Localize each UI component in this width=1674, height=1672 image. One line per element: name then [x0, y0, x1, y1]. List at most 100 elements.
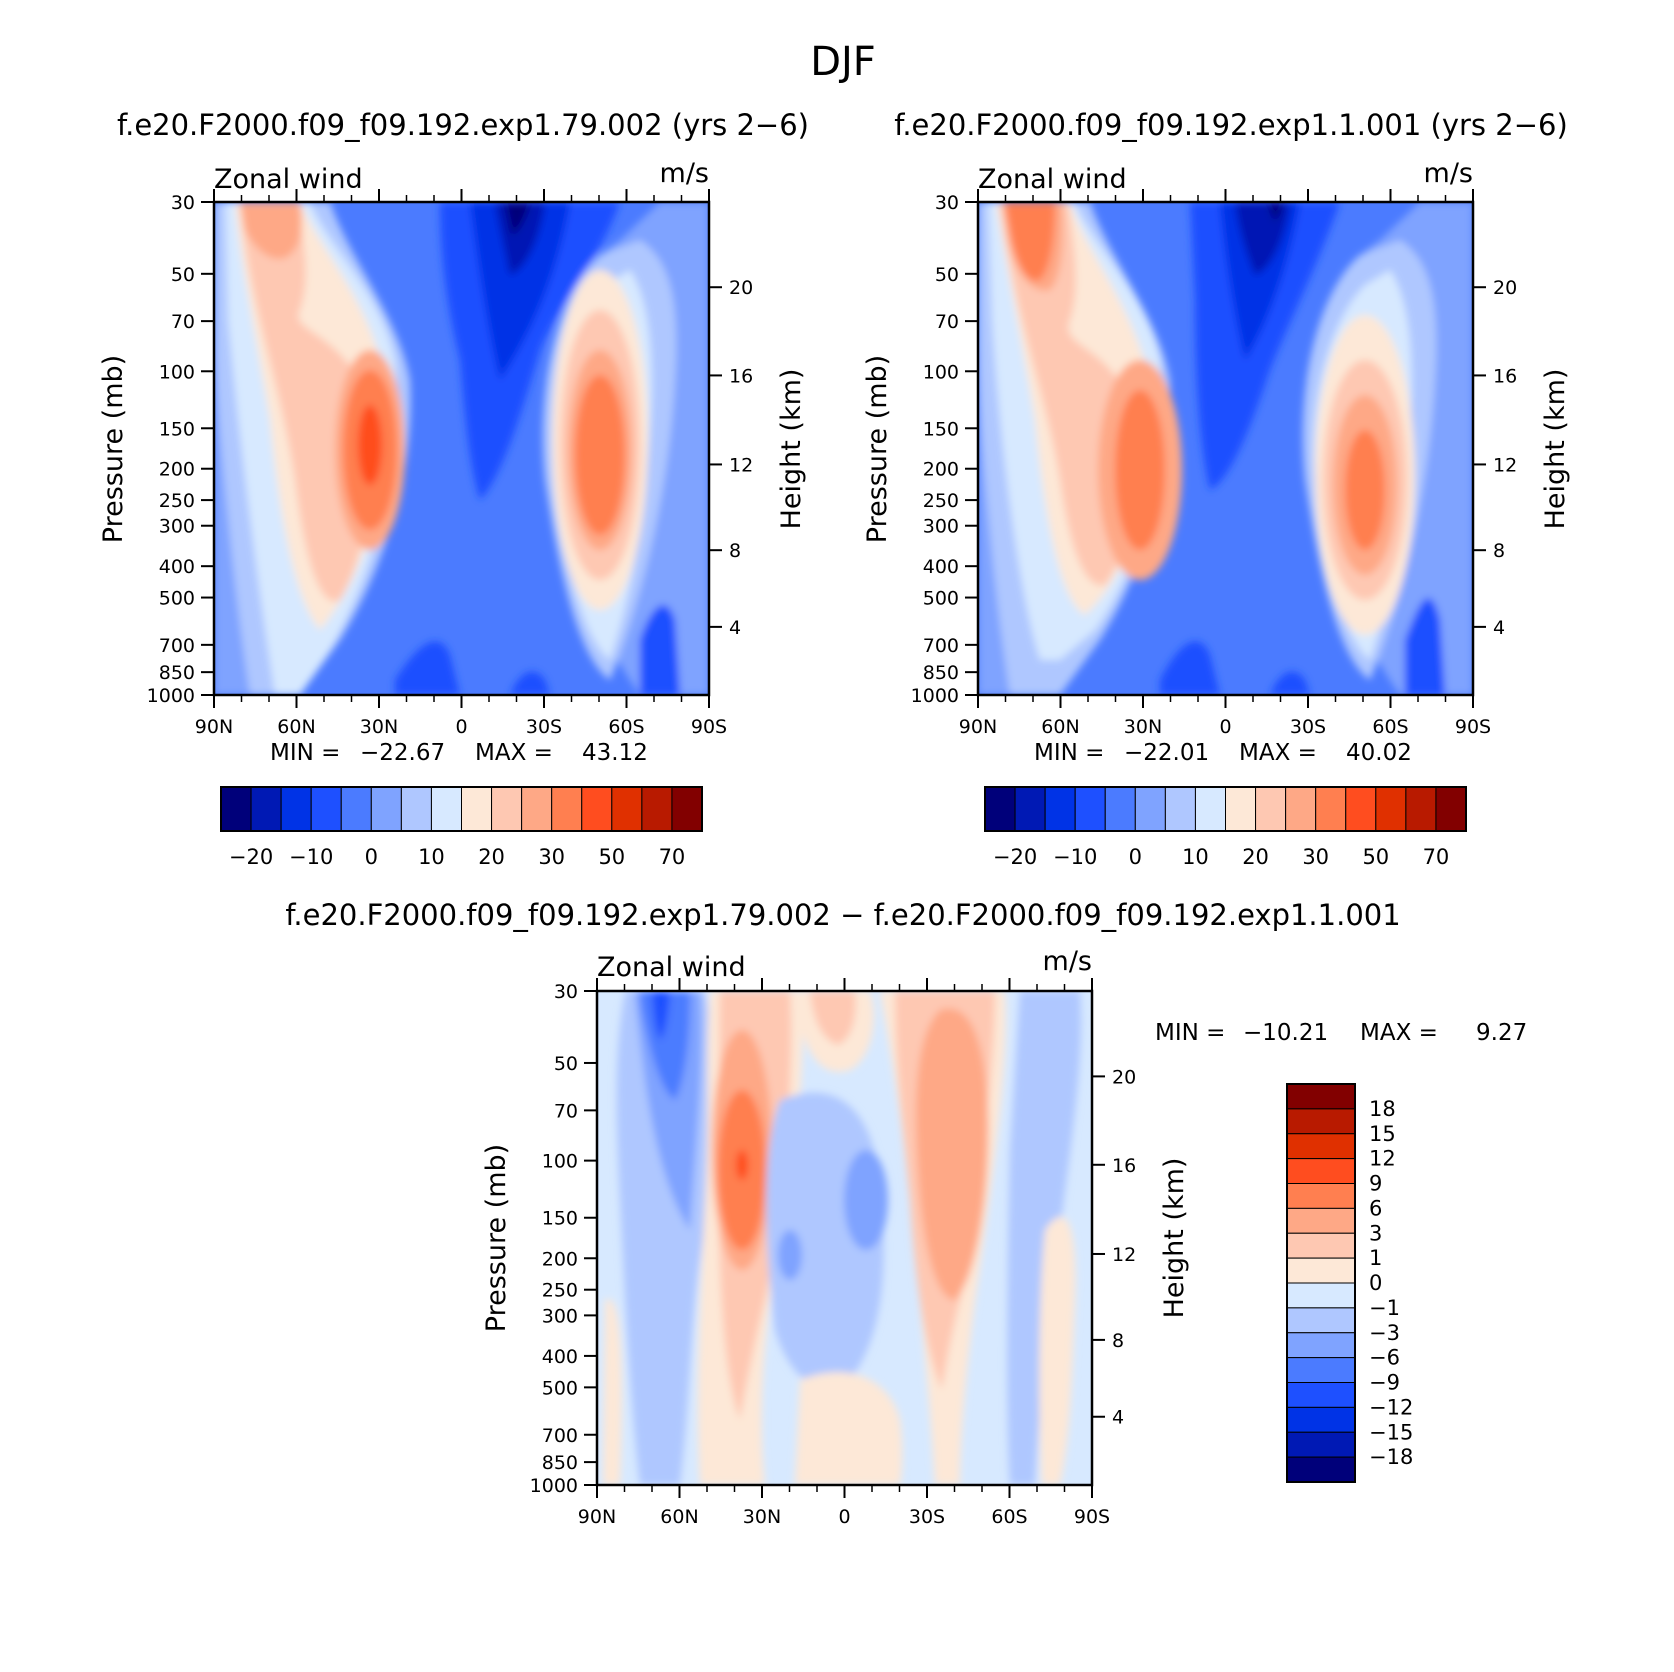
latitude-tick-label: 90N: [578, 1506, 616, 1528]
height-tick-label: 16: [1493, 365, 1517, 387]
colorbar-label: −15: [1369, 1420, 1413, 1444]
colorbar-swatch: [461, 786, 493, 832]
colorbar-label: 50: [598, 845, 625, 869]
panel-b-min-label: MIN =: [1034, 740, 1104, 766]
difference-ylabel: Pressure (mb): [481, 1144, 512, 1332]
pressure-tick-label: 1000: [911, 685, 959, 707]
latitude-tick-label: 90N: [959, 716, 997, 738]
panel-b: 3050701001502002503004005007008501000201…: [862, 158, 1571, 869]
pressure-tick-label: 100: [542, 1151, 578, 1173]
colorbar-frame: [984, 786, 1467, 832]
latitude-tick-label: 90S: [1074, 1506, 1110, 1528]
panel-a-min-value: −22.67: [360, 740, 445, 766]
difference-variable-label: Zonal wind: [597, 952, 746, 983]
latitude-tick-label: 30S: [526, 716, 562, 738]
pressure-tick-label: 700: [542, 1425, 578, 1447]
panel-b-contour-field: [978, 202, 1473, 695]
colorbar-label: −20: [229, 845, 273, 869]
difference-max-label: MAX =: [1360, 1020, 1438, 1046]
panel-a: 3050701001502002503004005007008501000201…: [98, 158, 807, 869]
pressure-tick-label: 250: [923, 490, 959, 512]
pressure-tick-label: 850: [923, 662, 959, 684]
colorbar-swatch: [491, 786, 523, 832]
latitude-tick-label: 0: [838, 1506, 850, 1528]
colorbar-swatch: [1286, 1257, 1356, 1284]
colorbar-label: −10: [1053, 845, 1097, 869]
latitude-tick-label: 90S: [1455, 716, 1491, 738]
pressure-tick-label: 500: [159, 588, 195, 610]
difference-units-label: m/s: [1043, 946, 1092, 977]
pressure-tick-label: 30: [171, 192, 195, 214]
colorbar-label: 30: [1302, 845, 1329, 869]
colorbar-label: 50: [1362, 845, 1389, 869]
colorbar-label: 70: [659, 845, 686, 869]
colorbar-label: 1: [1369, 1246, 1382, 1270]
colorbar-swatch: [370, 786, 402, 832]
pressure-tick-label: 850: [159, 662, 195, 684]
pressure-tick-label: 1000: [530, 1475, 578, 1497]
panel-b-variable-label: Zonal wind: [978, 164, 1127, 195]
height-tick-label: 20: [729, 277, 753, 299]
colorbar-label: −10: [289, 845, 333, 869]
colorbar-swatch: [1104, 786, 1136, 832]
height-tick-label: 12: [1493, 454, 1517, 476]
latitude-tick-label: 60S: [608, 716, 644, 738]
latitude-tick-label: 90N: [195, 716, 233, 738]
panel-a-y2label: Height (km): [776, 369, 807, 530]
height-tick-label: 16: [1112, 1155, 1136, 1177]
pressure-tick-label: 70: [554, 1100, 578, 1122]
colorbar-label: −20: [993, 845, 1037, 869]
colorbar-label: 10: [418, 845, 445, 869]
difference-y2label: Height (km): [1159, 1158, 1190, 1319]
latitude-tick-label: 60S: [1372, 716, 1408, 738]
panel-a-contour-field: [214, 202, 709, 695]
pressure-tick-label: 100: [923, 361, 959, 383]
latitude-tick-label: 30N: [1124, 716, 1162, 738]
colorbar-label: 15: [1369, 1122, 1396, 1146]
colorbar-swatch: [1286, 1158, 1356, 1184]
colorbar-swatch: [280, 786, 312, 832]
colorbar-swatch: [1225, 786, 1257, 832]
pressure-tick-label: 200: [542, 1248, 578, 1270]
pressure-tick-label: 70: [171, 311, 195, 333]
panel-b-ylabel: Pressure (mb): [862, 355, 893, 543]
height-tick-label: 12: [1112, 1244, 1136, 1266]
colorbar-swatch: [1194, 786, 1226, 832]
pressure-tick-label: 400: [923, 556, 959, 578]
pressure-tick-label: 700: [159, 635, 195, 657]
colorbar-swatch: [430, 786, 462, 832]
difference-panel: 3050701001502002503004005007008501000201…: [481, 946, 1527, 1528]
colorbar-swatch: [1375, 786, 1407, 832]
latitude-tick-label: 30N: [360, 716, 398, 738]
colorbar-swatch: [611, 786, 643, 832]
pressure-tick-label: 100: [159, 361, 195, 383]
colorbar-label: 12: [1369, 1147, 1396, 1171]
pressure-tick-label: 700: [923, 635, 959, 657]
colorbar-label: 10: [1182, 845, 1209, 869]
pressure-tick-label: 200: [159, 459, 195, 481]
height-tick-label: 12: [729, 454, 753, 476]
panel-b-colorbar: −20 −10 0 10 20 30 50 70: [984, 786, 1467, 869]
colorbar-swatch: [1286, 1357, 1356, 1383]
colorbar-swatch: [521, 786, 553, 832]
height-tick-label: 16: [729, 365, 753, 387]
colorbar-label: −1: [1369, 1296, 1400, 1320]
pressure-tick-label: 50: [171, 264, 195, 286]
colorbar-swatch: [671, 786, 703, 832]
colorbar-swatch: [641, 786, 673, 832]
panel-b-y2label: Height (km): [1540, 369, 1571, 530]
height-tick-label: 4: [729, 617, 741, 639]
colorbar-swatch: [581, 786, 613, 832]
pressure-tick-label: 300: [923, 516, 959, 538]
difference-min-label: MIN =: [1155, 1020, 1225, 1046]
colorbar-swatch: [1044, 786, 1076, 832]
colorbar-swatch: [1286, 1083, 1356, 1110]
colorbar-swatch: [1074, 786, 1106, 832]
panel-a-units-label: m/s: [660, 158, 709, 189]
colorbar-label: 30: [538, 845, 565, 869]
colorbar-swatch: [220, 786, 252, 832]
latitude-tick-label: 30N: [743, 1506, 781, 1528]
